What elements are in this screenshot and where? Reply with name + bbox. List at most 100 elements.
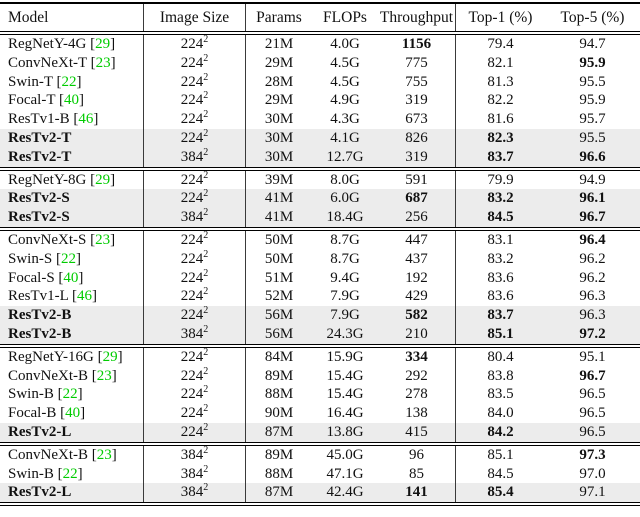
- params-cell: 84M: [245, 347, 312, 367]
- citation-ref: [46]: [73, 111, 99, 128]
- column-header-throughput: Throughput: [379, 9, 454, 26]
- table-row: Focal-S [40] 2242 51M 9.4G 192 83.6 96.2: [0, 268, 640, 288]
- citation-number: 23: [96, 367, 112, 384]
- size-exponent: 2: [203, 287, 209, 298]
- params-cell: 87M: [245, 422, 312, 442]
- model-name-cell: ResTv1-B [46]: [0, 110, 143, 129]
- citation-ref: [40]: [58, 92, 84, 109]
- size-exponent: 2: [203, 483, 209, 494]
- top1-cell: 81.3: [455, 72, 545, 92]
- flops-cell: 12.7G: [326, 148, 364, 165]
- image-size-cell: 2242: [143, 385, 245, 405]
- table-row: ResTv1-L [46] 2242 52M 7.9G 429 83.6 96.…: [0, 287, 640, 307]
- section-divider: [0, 166, 640, 171]
- flops-cell: 4.5G: [330, 54, 360, 71]
- column-header-params: Params: [245, 4, 312, 31]
- citation-ref: [23]: [91, 367, 117, 384]
- header-divider: [0, 31, 640, 35]
- model-name: Swin-S: [8, 250, 53, 267]
- size-exponent: 2: [203, 347, 209, 358]
- citation-number: 23: [95, 54, 111, 71]
- image-size-cell: 2242: [143, 249, 245, 269]
- image-size-cell: 3842: [143, 445, 245, 465]
- top1-cell: 83.7: [455, 306, 545, 325]
- table-bottom-rule: [0, 502, 640, 507]
- top5-cell: 96.6: [579, 148, 606, 165]
- params-cell: 41M: [245, 189, 312, 209]
- citation-number: 29: [102, 348, 118, 365]
- model-name: RegNetY-8G: [8, 171, 87, 188]
- model-name: ResTv2-T: [8, 148, 72, 165]
- throughput-cell: 319: [405, 148, 428, 165]
- model-name-cell: ResTv2-L: [0, 483, 143, 502]
- model-name: ResTv2-T: [8, 129, 72, 146]
- params-cell: 30M: [245, 128, 312, 148]
- top5-cell: 96.5: [579, 386, 606, 403]
- top1-cell: 85.4: [455, 483, 545, 503]
- top5-cell: 96.5: [579, 423, 606, 440]
- model-name: ResTv1-B: [8, 111, 70, 128]
- table-row: ResTv2-S 3842 41M 18.4G 256 84.5 96.7: [0, 208, 640, 227]
- size-exponent: 2: [203, 53, 209, 64]
- model-name-cell: ConvNeXt-S [23]: [0, 231, 143, 250]
- model-name: ResTv2-B: [8, 325, 72, 342]
- section-divider: [0, 441, 640, 446]
- top5-cell: 95.1: [579, 348, 606, 365]
- section-divider: [0, 226, 640, 231]
- image-size-cell: 2242: [143, 366, 245, 386]
- model-name: Swin-B: [8, 386, 54, 403]
- model-name: ResTv2-L: [8, 423, 72, 440]
- model-name-cell: ResTv2-S: [0, 208, 143, 227]
- size-exponent: 2: [203, 385, 209, 396]
- model-name-cell: ResTv2-L: [0, 423, 143, 442]
- flops-cell: 16.4G: [326, 405, 364, 422]
- citation-ref: [29]: [97, 348, 123, 365]
- model-name: Focal-T: [8, 92, 56, 109]
- top5-cell: 95.5: [579, 129, 606, 146]
- table-row: Focal-T [40] 2242 29M 4.9G 319 82.2 95.9: [0, 91, 640, 111]
- table-row: ResTv2-B 2242 56M 7.9G 582 83.7 96.3: [0, 306, 640, 325]
- table-row: RegNetY-8G [29] 2242 39M 8.0G 591 79.9 9…: [0, 170, 640, 190]
- flops-cell: 45.0G: [326, 446, 364, 463]
- model-name-cell: ResTv2-T: [0, 129, 143, 148]
- params-cell: 28M: [245, 72, 312, 92]
- image-size-cell: 3842: [143, 208, 245, 227]
- size-exponent: 2: [203, 91, 209, 102]
- params-cell: 56M: [245, 306, 312, 325]
- throughput-cell: 415: [405, 423, 428, 440]
- citation-ref: [22]: [56, 73, 82, 90]
- size-exponent: 2: [203, 249, 209, 260]
- image-size-cell: 2242: [143, 287, 245, 307]
- top1-cell: 83.8: [455, 366, 545, 386]
- size-exponent: 2: [203, 35, 209, 45]
- size-exponent: 2: [203, 306, 209, 317]
- params-cell: 39M: [245, 170, 312, 190]
- citation-ref: [40]: [60, 405, 86, 422]
- size-exponent: 2: [203, 230, 209, 241]
- top5-cell: 95.9: [579, 92, 606, 109]
- model-name-cell: RegNetY-4G [29]: [0, 35, 143, 54]
- top1-cell: 83.1: [455, 230, 545, 250]
- model-name: ResTv2-S: [8, 190, 70, 207]
- params-cell: 30M: [245, 147, 312, 167]
- size-exponent: 2: [203, 110, 209, 121]
- model-name: ResTv2-B: [8, 307, 72, 324]
- image-size-cell: 2242: [143, 53, 245, 73]
- size-exponent: 2: [203, 464, 209, 475]
- size-exponent: 2: [203, 189, 209, 200]
- top1-cell: 83.2: [455, 189, 545, 209]
- model-name-cell: Focal-T [40]: [0, 91, 143, 110]
- flops-cell: 42.4G: [326, 484, 364, 501]
- model-name: RegNetY-4G: [8, 36, 87, 52]
- flops-cell: 15.9G: [326, 348, 364, 365]
- column-header-image-size: Image Size: [143, 4, 245, 31]
- params-cell: 21M: [245, 35, 312, 54]
- image-size-cell: 2242: [143, 230, 245, 250]
- image-size-cell: 2242: [143, 35, 245, 54]
- top1-cell: 85.1: [455, 445, 545, 465]
- model-name-cell: Focal-B [40]: [0, 404, 143, 423]
- model-name-cell: ResTv1-L [46]: [0, 287, 143, 306]
- flops-cell: 9.4G: [330, 269, 360, 286]
- image-size-cell: 3842: [143, 147, 245, 167]
- flops-cell: 4.9G: [330, 92, 360, 109]
